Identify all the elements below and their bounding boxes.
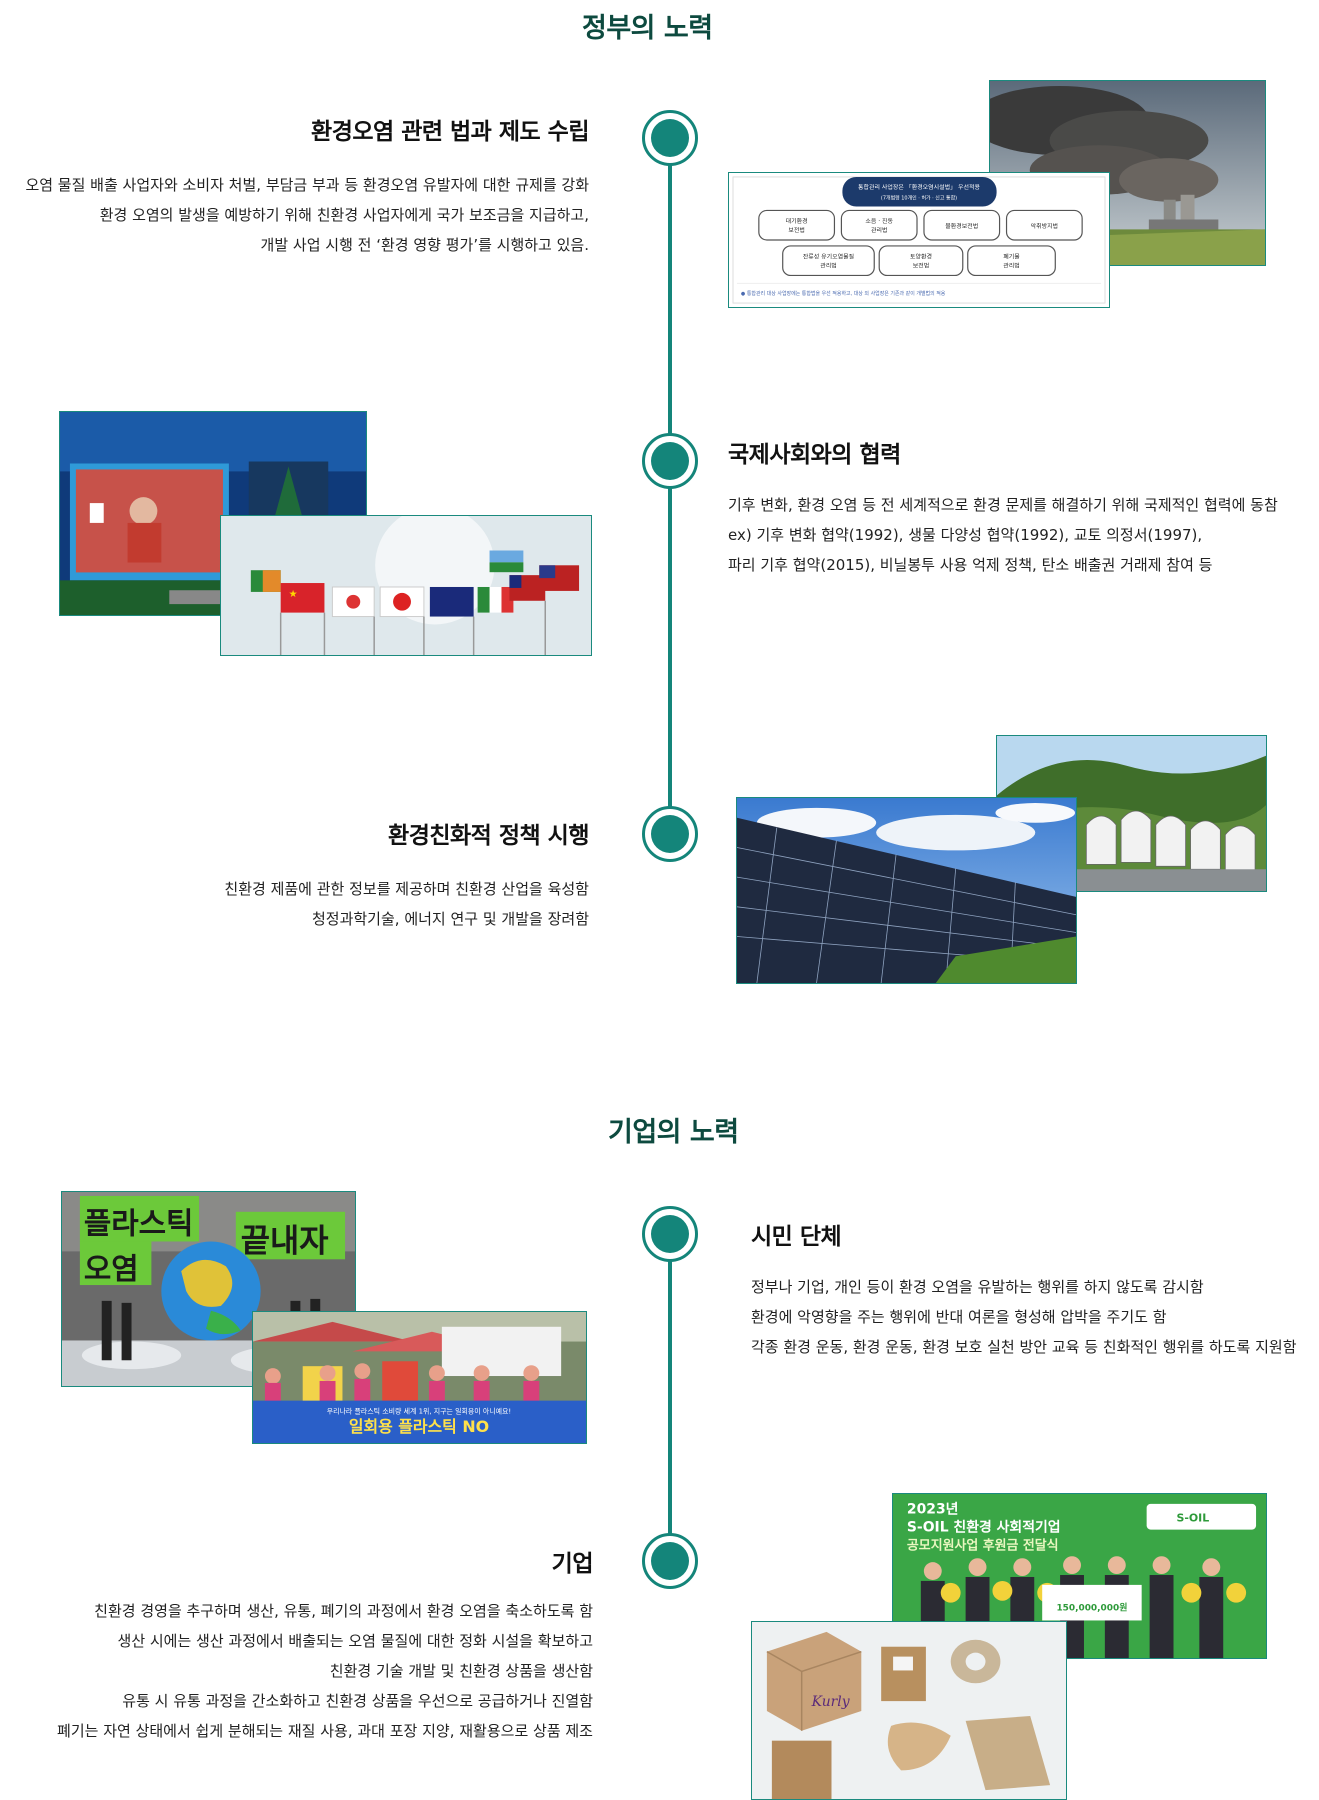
timeline-node-1 [642, 110, 698, 166]
svg-text:악취방지법: 악취방지법 [1031, 222, 1058, 230]
gov-item2-title: 국제사회와의 협력 [728, 442, 901, 468]
timeline-node-4 [642, 1206, 698, 1262]
single-use-plastic-campaign-photo: 우리나라 플라스틱 소비량 세계 1위, 지구는 일회용이 아니예요! 일회용 … [252, 1311, 587, 1444]
timeline-node-5 [642, 1533, 698, 1589]
poster-plastic-text: 플라스틱 [84, 1207, 194, 1242]
svg-text:보전법: 보전법 [913, 262, 929, 270]
poster-end-text: 끝내자 [241, 1223, 329, 1259]
gov-item3-text: 친환경 제품에 관한 정보를 제공하며 친환경 산업을 육성함 청정과학기술, … [224, 880, 589, 928]
svg-text:폐기물: 폐기물 [1003, 253, 1020, 261]
svg-text:대기환경: 대기환경 [786, 217, 808, 225]
timeline-node-2 [642, 433, 698, 489]
environment-law-diagram: 통합관리 사업장은 「환경오염시설법」 우선적용 (7개법령 10개인 · 허가… [728, 172, 1110, 308]
diagram-subheader: (7개법령 10개인 · 허가 · 신고 통합) [881, 195, 957, 202]
world-flags-photo: ★ [220, 515, 592, 656]
svg-text:관리법: 관리법 [1003, 262, 1019, 270]
gov-item2-text: 기후 변화, 환경 오염 등 전 세계적으로 환경 문제를 해결하기 위해 국제… [728, 496, 1278, 574]
biz-item1-text: 정부나 기업, 개인 등이 환경 오염을 유발하는 행위를 하지 않도록 감시함… [751, 1278, 1297, 1356]
solar-panel-photo [736, 797, 1077, 984]
diagram-footnote: ● 통합관리 대상 사업장에는 통합법을 우선 적용하고, 대상 외 사업장은 … [741, 290, 946, 297]
banner-main-text: 일회용 플라스틱 NO [349, 1417, 489, 1436]
svg-text:보전법: 보전법 [788, 226, 804, 234]
business-section-title: 기업의 노력 [608, 1117, 739, 1148]
gov-item1-title: 환경오염 관련 법과 제도 수립 [311, 119, 589, 145]
banner-small-text: 우리나라 플라스틱 소비량 세계 1위, 지구는 일회용이 아니예요! [327, 1406, 511, 1415]
biz-item1-title: 시민 단체 [751, 1224, 842, 1250]
event-headline-text: S-OIL 친환경 사회적기업 [907, 1519, 1061, 1536]
diagram-header: 통합관리 사업장은 「환경오염시설법」 우선적용 [858, 183, 980, 191]
event-check-text: 150,000,000원 [1056, 1602, 1127, 1614]
business-timeline-line [668, 1235, 672, 1561]
svg-text:잔류성 유기오염물질: 잔류성 유기오염물질 [803, 253, 854, 261]
svg-text:관리법: 관리법 [871, 226, 887, 234]
box-brand-text: Kurly [811, 1694, 850, 1710]
timeline-node-3 [642, 806, 698, 862]
svg-text:물환경보전법: 물환경보전법 [945, 222, 978, 230]
svg-text:★: ★ [289, 589, 298, 600]
event-year-text: 2023년 [907, 1502, 959, 1518]
gov-item1-text: 오염 물질 배출 사업자와 소비자 처벌, 부담금 부과 등 환경오염 유발자에… [25, 176, 589, 254]
svg-text:관리법: 관리법 [820, 262, 836, 270]
biz-item2-title: 기업 [551, 1551, 594, 1577]
soil-logo-text: S-OIL [1176, 1512, 1209, 1525]
eco-packaging-photo: Kurly [751, 1621, 1067, 1800]
government-section-title: 정부의 노력 [582, 13, 713, 44]
biz-item2-text: 친환경 경영을 추구하며 생산, 유통, 폐기의 과정에서 환경 오염을 축소하… [57, 1602, 593, 1740]
poster-pollution-text: 오염 [84, 1252, 139, 1287]
svg-text:소음 · 진동: 소음 · 진동 [865, 217, 893, 225]
svg-text:토양환경: 토양환경 [910, 253, 932, 261]
gov-item3-title: 환경친화적 정책 시행 [388, 823, 589, 849]
event-sub-text: 공모지원사업 후원금 전달식 [907, 1537, 1059, 1553]
